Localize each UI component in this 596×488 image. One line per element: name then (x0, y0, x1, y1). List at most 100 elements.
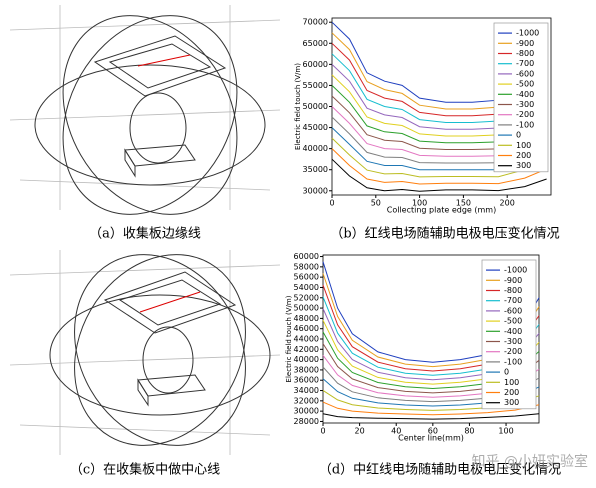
legend-label: -600 (504, 306, 522, 315)
legend-label: 100 (504, 378, 519, 387)
series-line (322, 413, 540, 420)
base-side (137, 378, 149, 407)
y-tick-label: 34000 (294, 386, 319, 395)
red-line (137, 54, 191, 67)
y-tick-label: 52000 (294, 293, 319, 302)
x-tick-label: 150 (456, 199, 471, 208)
legend-label: -200 (504, 347, 522, 356)
x-tick-label: 20 (355, 427, 365, 436)
y-tick-label: 60000 (294, 252, 319, 261)
legend-label: -900 (516, 39, 534, 48)
legend-label: 300 (516, 161, 531, 170)
grid (9, 264, 281, 276)
legend-label: 0 (504, 368, 509, 377)
y-tick-label: 56000 (294, 273, 319, 282)
x-tick-label: 100 (498, 427, 513, 436)
y-tick-label: 44000 (294, 335, 319, 344)
series-line (331, 148, 547, 185)
legend-label: -900 (504, 276, 522, 285)
series-line (331, 158, 547, 192)
y-tick-label: 45000 (303, 123, 328, 132)
diagram-c (9, 250, 281, 455)
legend-label: -800 (504, 286, 522, 295)
legend-label: 200 (504, 388, 519, 397)
y-tick-label: 42000 (294, 345, 319, 354)
legend-label: -500 (516, 80, 534, 89)
x-tick-label: 80 (464, 427, 474, 436)
y-tick-label: 55000 (303, 81, 328, 90)
legend-label: -100 (504, 357, 522, 366)
legend-label: -600 (516, 69, 534, 78)
caption: （c）在收集板中做中心线 (70, 462, 220, 478)
y-tick-label: 35000 (303, 165, 328, 174)
y-tick-label: 54000 (294, 283, 319, 292)
watermark: 知乎 @小妍实验室 (472, 453, 588, 470)
legend-label: -300 (504, 337, 522, 346)
red-line (139, 291, 201, 313)
caption: （a）收集板边缘线 (89, 226, 201, 242)
y-tick-label: 32000 (294, 396, 319, 405)
legend-label: -700 (504, 296, 522, 305)
legend-label: -700 (516, 59, 534, 68)
y-tick-label: 60000 (303, 60, 328, 69)
y-tick-label: 38000 (294, 365, 319, 374)
x-tick-label: 50 (371, 199, 381, 208)
legend-label: -500 (504, 317, 522, 326)
y-tick-label: 40000 (303, 144, 328, 153)
grid (9, 109, 281, 121)
diagram-a (9, 5, 281, 215)
x-tick-label: 200 (500, 199, 515, 208)
ellipse (74, 254, 246, 446)
ellipse (49, 294, 271, 416)
x-tick-label: 40 (391, 427, 401, 436)
ellipse (74, 254, 246, 446)
legend-label: -400 (516, 90, 534, 99)
plate-inner (118, 279, 222, 326)
y-axis-label: Electric field touch (V/m) (294, 63, 302, 150)
legend-label: 300 (504, 398, 519, 407)
y-tick-label: 36000 (294, 376, 319, 385)
ellipse (62, 15, 238, 215)
grid (9, 354, 281, 366)
legend-label: -1000 (504, 266, 527, 275)
legend-label: -400 (504, 327, 522, 336)
y-tick-label: 30000 (303, 186, 328, 195)
x-tick-label: 0 (320, 427, 325, 436)
x-axis-label: Center line(mm) (398, 434, 464, 443)
legend-label: 200 (516, 151, 531, 160)
ellipse (34, 64, 266, 186)
x-tick-label: 0 (329, 199, 334, 208)
plate (93, 35, 227, 97)
y-tick-label: 28000 (294, 417, 319, 426)
y-tick-label: 30000 (294, 407, 319, 416)
caption: （d）中红线电场随辅助电极电压变化情况 (319, 462, 561, 478)
ring (142, 326, 194, 394)
plate-inner (108, 43, 212, 89)
legend-box (481, 259, 537, 410)
grid (19, 424, 271, 436)
ring (129, 92, 187, 164)
x-tick-label: 100 (412, 199, 427, 208)
plate (103, 271, 237, 334)
y-tick-label: 46000 (294, 324, 319, 333)
y-axis-label: Electric field touch (V/m) (285, 295, 293, 382)
y-tick-label: 58000 (294, 262, 319, 271)
legend-label: -100 (516, 120, 534, 129)
y-tick-label: 70000 (303, 18, 328, 27)
legend-label: -300 (516, 100, 534, 109)
caption: （b）红线电场随辅助电极电压变化情况 (330, 226, 559, 242)
grid (9, 19, 281, 31)
y-tick-label: 50000 (303, 102, 328, 111)
series-line (322, 401, 540, 416)
legend-label: 0 (516, 131, 521, 140)
y-tick-label: 40000 (294, 355, 319, 364)
legend-label: 100 (516, 141, 531, 150)
y-tick-label: 65000 (303, 39, 328, 48)
base-side (124, 148, 136, 178)
series-line (331, 137, 547, 178)
legend-label: -200 (516, 110, 534, 119)
x-axis-label: Collecting plate edge (mm) (387, 206, 496, 215)
y-tick-label: 48000 (294, 314, 319, 323)
legend-box (493, 22, 549, 173)
